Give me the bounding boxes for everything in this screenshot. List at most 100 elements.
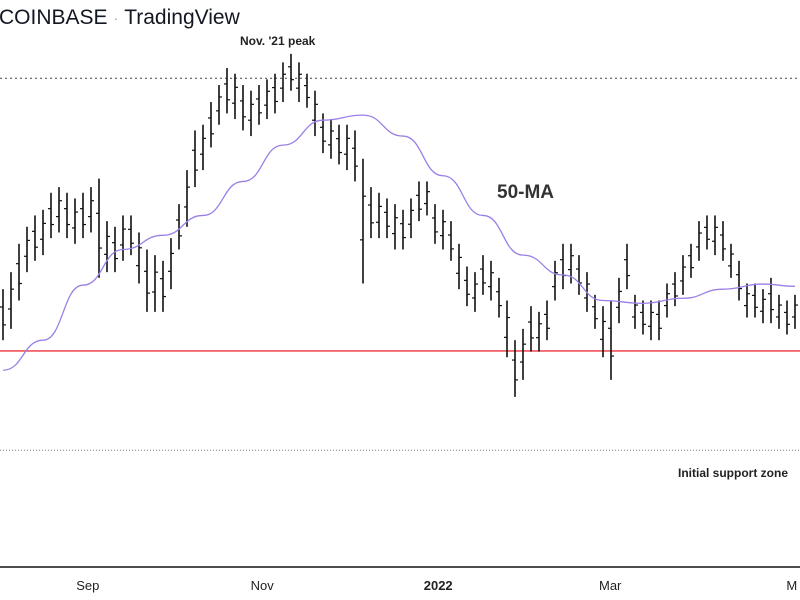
x-tick-label: Sep (76, 578, 99, 593)
ohlc-bar (488, 260, 494, 301)
ohlc-bar (696, 221, 702, 261)
ohlc-bar (144, 249, 150, 312)
ohlc-bar (248, 90, 254, 137)
ohlc-bar (712, 215, 718, 256)
ohlc-bar (376, 192, 382, 239)
ohlc-bar (432, 204, 438, 244)
ohlc-bar (544, 300, 550, 341)
ohlc-bar (792, 294, 798, 329)
ohlc-bar (688, 243, 694, 278)
ohlc-bar (304, 73, 310, 108)
ohlc-bar (0, 289, 6, 341)
ma50-line (2, 114, 796, 371)
ohlc-bar (136, 232, 142, 284)
x-tick-label: Nov (251, 578, 275, 593)
ohlc-bar (176, 204, 182, 250)
ohlc-bar (504, 300, 510, 358)
ohlc-bar (96, 178, 102, 278)
chart-title: COINBASE · TradingView (0, 6, 240, 30)
ohlc-bar (600, 306, 606, 358)
ohlc-bar (48, 192, 54, 239)
ohlc-bar (328, 119, 334, 159)
title-separator: · (113, 10, 119, 27)
ohlc-bar (736, 260, 742, 301)
ohlc-bar (88, 187, 94, 233)
peak-annotation: Nov. '21 peak (240, 34, 316, 48)
ohlc-bar (200, 124, 206, 171)
ohlc-bar (344, 124, 350, 171)
ohlc-bar (104, 221, 110, 273)
ohlc-bar (232, 73, 238, 120)
ohlc-bar (360, 158, 366, 284)
ohlc-bar (528, 306, 534, 352)
ohlc-bar (640, 300, 646, 335)
ohlc-bar (224, 68, 230, 114)
ohlc-bar (784, 300, 790, 335)
ohlc-bar (16, 243, 22, 301)
ohlc-bar (392, 204, 398, 250)
ohlc-bar (64, 192, 70, 239)
ohlc-bar (32, 215, 38, 261)
ohlc-bar (208, 102, 214, 148)
ohlc-bar (728, 243, 734, 278)
ohlc-bar (512, 340, 518, 397)
x-tick-label: 2022 (424, 578, 453, 593)
ohlc-bar (168, 238, 174, 290)
ohlc-bar (336, 124, 342, 165)
ohlc-bar (480, 255, 486, 295)
ohlc-bar (752, 283, 758, 318)
ohlc-bar (448, 221, 454, 261)
ohlc-bar (648, 300, 654, 341)
ohlc-bar (552, 260, 558, 301)
ohlc-bar (160, 260, 166, 312)
ohlc-bar (560, 243, 566, 290)
x-axis-ticks: Sep Nov 2022 Mar M (76, 578, 797, 593)
source-label: TradingView (124, 6, 240, 29)
ohlc-bar (192, 130, 198, 188)
ohlc-bar (608, 300, 614, 380)
ma-annotation: 50-MA (497, 182, 555, 203)
ohlc-bar (272, 73, 278, 114)
support-annotation: Initial support zone (678, 466, 788, 480)
ohlc-bar (288, 53, 294, 91)
ohlc-bar (456, 243, 462, 290)
ohlc-bar (424, 181, 430, 216)
ohlc-bar (216, 85, 222, 125)
ohlc-bar (768, 277, 774, 324)
ohlc-bar (152, 255, 158, 312)
ohlc-bar (408, 198, 414, 239)
ohlc-bar (320, 113, 326, 154)
ohlc-bars (0, 53, 798, 397)
ohlc-bar (296, 62, 302, 103)
ohlc-bar (776, 294, 782, 329)
ohlc-bar (416, 181, 422, 222)
ohlc-bar (384, 198, 390, 239)
ohlc-bar (536, 311, 542, 352)
ohlc-bar (8, 272, 14, 329)
ohlc-bar (256, 85, 262, 125)
ohlc-bar (24, 226, 30, 273)
ohlc-bar (400, 209, 406, 250)
ohlc-bar (72, 198, 78, 244)
ohlc-bar (496, 277, 502, 318)
ohlc-bar (720, 221, 726, 261)
ohlc-bar (352, 130, 358, 182)
ohlc-bar (576, 255, 582, 295)
ohlc-bar (368, 187, 374, 239)
ohlc-bar (680, 255, 686, 295)
ohlc-bar (280, 62, 286, 103)
ohlc-bar (704, 215, 710, 250)
ohlc-bar (240, 85, 246, 131)
ohlc-bar (440, 209, 446, 250)
ohlc-bar (184, 170, 190, 227)
ohlc-bar (592, 294, 598, 329)
symbol-label: COINBASE (0, 6, 108, 29)
x-tick-label: M (786, 578, 797, 593)
ohlc-bar (624, 243, 630, 290)
ohlc-bar (56, 187, 62, 233)
ohlc-bar (40, 209, 46, 256)
ohlc-bar (80, 192, 86, 239)
ohlc-bar (464, 266, 470, 307)
ohlc-bar (264, 79, 270, 120)
